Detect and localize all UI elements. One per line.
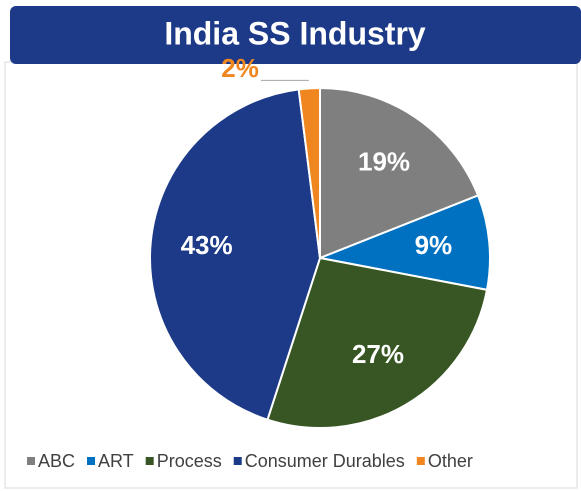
data-label: 27% (352, 339, 404, 369)
pie-slice (266, 256, 489, 429)
pie-slice (297, 86, 321, 259)
title-bar (10, 6, 581, 64)
pie-slice (319, 86, 480, 260)
chart-title: India SS Industry (164, 15, 426, 51)
legend-marker (87, 457, 96, 465)
data-label: 43% (181, 230, 233, 260)
legend-marker (27, 457, 35, 465)
legend-label: Process (157, 451, 222, 471)
data-label: 19% (358, 147, 410, 177)
legend-marker (416, 457, 425, 465)
data-label: 9% (415, 230, 453, 260)
data-label: 2% (221, 53, 259, 83)
pie-slice (148, 88, 322, 421)
legend-label: ABC (38, 451, 75, 471)
legend-label: Other (428, 451, 473, 471)
pie-slice (316, 194, 491, 292)
legend-label: Consumer Durables (245, 451, 405, 471)
legend-marker (233, 457, 242, 465)
legend-label: ART (98, 451, 134, 471)
legend-marker (145, 457, 154, 465)
